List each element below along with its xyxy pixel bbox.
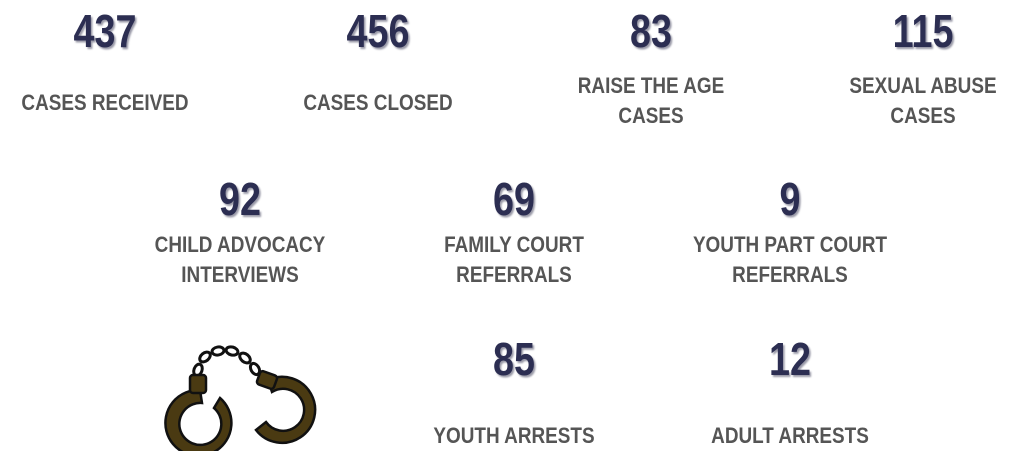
stat-label: ADULT ARRESTS	[661, 421, 919, 451]
stat-label-line: REFERRALS	[732, 262, 848, 287]
stat-label: YOUTH ARRESTS	[385, 421, 643, 451]
stat-number: 85	[493, 333, 535, 385]
stat-label-line: CASES	[618, 103, 684, 128]
stat-label-line: CHILD ADVOCACY	[154, 232, 326, 257]
stat-label-line: CASES	[890, 103, 956, 128]
stat-label: CASES CLOSED	[249, 88, 507, 118]
stat-label-line: FAMILY COURT	[444, 232, 584, 257]
stat-label: RAISE THE AGE CASES	[522, 71, 780, 131]
stat-label: CHILD ADVOCACY INTERVIEWS	[111, 230, 369, 290]
stat-label: FAMILY COURT REFERRALS	[385, 230, 643, 290]
stat-number: 92	[219, 173, 261, 225]
stat-label-line: INTERVIEWS	[181, 262, 299, 287]
stat-label-line: RAISE THE AGE	[577, 73, 725, 98]
stat-label-line: CASES CLOSED	[303, 90, 453, 115]
stat-label-line: YOUTH PART COURT	[692, 232, 888, 257]
stat-number: 9	[779, 173, 801, 225]
stat-label-line: ADULT ARRESTS	[711, 423, 869, 448]
stat-number: 456	[346, 5, 410, 57]
stat-number: 12	[769, 333, 811, 385]
stat-label-line: CASES RECEIVED	[21, 90, 189, 115]
stat-label-line: REFERRALS	[456, 262, 572, 287]
stat-number: 69	[493, 173, 535, 225]
stat-number: 115	[892, 5, 954, 57]
stat-label: SEXUAL ABUSE CASES	[794, 71, 1011, 131]
stat-number: 83	[630, 5, 672, 57]
stat-number: 437	[73, 5, 137, 57]
handcuffs-icon	[164, 345, 317, 451]
stat-label: CASES RECEIVED	[0, 88, 234, 118]
stat-label: YOUTH PART COURT REFERRALS	[661, 230, 919, 290]
stat-label-line: YOUTH ARRESTS	[433, 423, 595, 448]
stat-label-line: SEXUAL ABUSE	[849, 73, 997, 98]
